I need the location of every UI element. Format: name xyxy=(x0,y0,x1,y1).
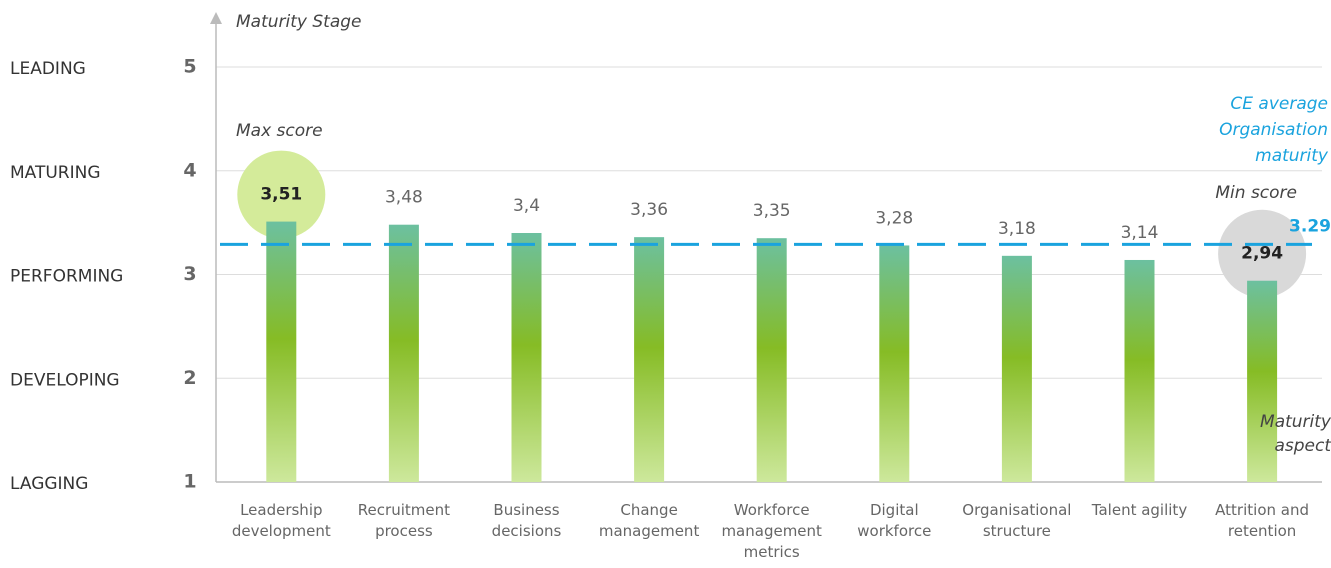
x-tick-label: Workforce management metrics xyxy=(721,501,822,561)
x-tick-label: Business decisions xyxy=(491,501,562,540)
x-tick-label: Talent agility xyxy=(1091,501,1188,519)
y-axis-label: Maturity Stage xyxy=(236,12,362,32)
min-label: Min score xyxy=(1215,183,1297,203)
average-value: 3.29 xyxy=(1289,216,1331,236)
value-label: 3,4 xyxy=(513,196,540,216)
bar xyxy=(756,238,787,482)
x-tick-label: Digital workforce xyxy=(857,501,932,540)
x-tick-label: Recruitment process xyxy=(357,501,450,540)
max-label: Max score xyxy=(236,121,323,141)
x-axis-label: aspect xyxy=(1274,436,1331,456)
y-tick-label: 3 xyxy=(183,263,196,285)
average-label: CE average xyxy=(1230,94,1328,114)
bar xyxy=(266,221,297,482)
bar xyxy=(388,224,419,482)
bar xyxy=(1247,280,1278,482)
average-label: maturity xyxy=(1255,146,1329,166)
y-tick-label: 2 xyxy=(183,367,196,389)
value-label: 3,51 xyxy=(260,185,302,205)
value-label: 3,35 xyxy=(753,201,791,221)
bar xyxy=(634,237,665,482)
x-tick-label: Leadership development xyxy=(231,501,331,540)
stage-label: MATURING xyxy=(10,163,101,183)
value-label: 3,36 xyxy=(630,200,668,220)
stage-label: LAGGING xyxy=(10,474,88,494)
y-axis-arrow xyxy=(210,12,222,24)
x-tick-label: Organisational structure xyxy=(962,501,1072,540)
value-label: 3,48 xyxy=(385,188,423,208)
bar xyxy=(511,233,542,482)
y-tick-label: 4 xyxy=(183,159,196,181)
bar xyxy=(879,245,910,482)
stage-label: LEADING xyxy=(10,59,86,79)
value-label: 3,18 xyxy=(998,219,1036,239)
bar xyxy=(1001,255,1032,482)
value-label: 3,14 xyxy=(1121,223,1159,243)
y-tick-label: 1 xyxy=(183,471,196,493)
bar xyxy=(1124,259,1155,482)
average-label: Organisation xyxy=(1219,120,1328,140)
x-tick-label: Attrition and retention xyxy=(1215,501,1309,540)
stage-label: DEVELOPING xyxy=(10,370,120,390)
stage-label: PERFORMING xyxy=(10,267,123,287)
highlight-circle xyxy=(237,150,326,239)
x-axis-label: Maturity xyxy=(1260,412,1331,432)
y-tick-label: 5 xyxy=(183,56,196,78)
x-tick-label: Change management xyxy=(598,501,700,540)
highlight-circle xyxy=(1218,209,1307,298)
value-label: 2,94 xyxy=(1241,244,1283,264)
value-label: 3,28 xyxy=(875,208,913,228)
